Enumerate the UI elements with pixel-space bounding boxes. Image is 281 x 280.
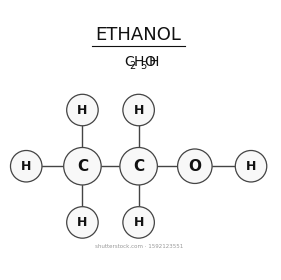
Text: H: H [133, 104, 144, 116]
Circle shape [120, 148, 157, 185]
Circle shape [178, 149, 212, 183]
Text: C: C [124, 55, 134, 69]
Text: H: H [133, 216, 144, 229]
Circle shape [64, 148, 101, 185]
Text: H: H [77, 104, 88, 116]
Text: H: H [21, 160, 31, 173]
Circle shape [10, 150, 42, 182]
Text: C: C [77, 159, 88, 174]
Text: O: O [144, 55, 155, 69]
Circle shape [123, 94, 154, 126]
Text: C: C [133, 159, 144, 174]
Circle shape [67, 207, 98, 238]
Circle shape [67, 94, 98, 126]
Text: H: H [134, 55, 144, 69]
Text: H: H [246, 160, 256, 173]
Circle shape [123, 207, 154, 238]
Text: O: O [188, 159, 201, 174]
Text: 2: 2 [129, 61, 135, 71]
Text: 5: 5 [140, 61, 146, 71]
Text: ETHANOL: ETHANOL [96, 27, 182, 45]
Text: H: H [77, 216, 88, 229]
Text: H: H [149, 55, 160, 69]
Circle shape [235, 150, 267, 182]
Text: shutterstock.com · 1592123551: shutterstock.com · 1592123551 [94, 244, 183, 249]
